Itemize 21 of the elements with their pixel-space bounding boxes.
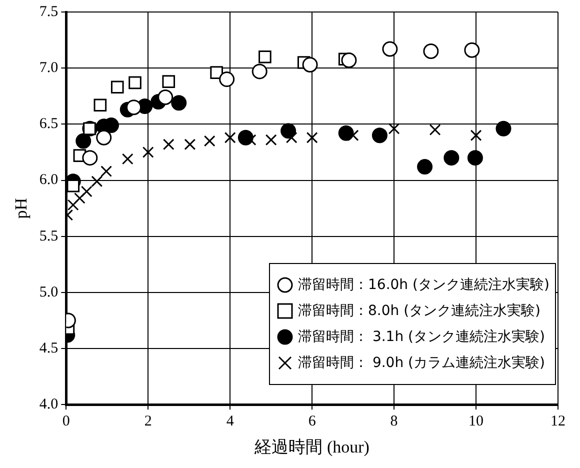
x-axis-title: 経過時間 (hour) (254, 437, 370, 456)
y-tick-label: 5.5 (39, 228, 58, 244)
y-tick-label: 7.5 (39, 4, 58, 20)
legend-label: 滞留時間：16.0h (タンク連続注水実験) (298, 276, 550, 295)
y-tick-label: 6.0 (39, 172, 58, 188)
y-tick-label: 7.0 (39, 60, 58, 76)
y-tick-label: 4.5 (39, 340, 58, 356)
x-tick-label: 12 (550, 414, 566, 430)
y-tick-label: 4.0 (39, 396, 58, 413)
x-tick-label: 10 (468, 414, 484, 430)
y-tick-label: 5.0 (39, 284, 58, 300)
x-tick-label: 6 (308, 414, 316, 430)
x-tick-label: 8 (390, 414, 398, 430)
y-axis-title: pH (12, 198, 31, 219)
legend-label: 滞留時間：8.0h (タンク連続注水実験) (298, 302, 541, 321)
x-tick-label: 2 (144, 414, 152, 430)
x-tick-label: 4 (226, 414, 234, 430)
y-tick-label: 6.5 (39, 116, 58, 132)
x-tick-label: 0 (62, 414, 70, 430)
legend-label: 滞留時間： 9.0h (カラム連続注水実験) (298, 354, 545, 373)
legend-label: 滞留時間： 3.1h (タンク連続注水実験) (298, 328, 545, 347)
